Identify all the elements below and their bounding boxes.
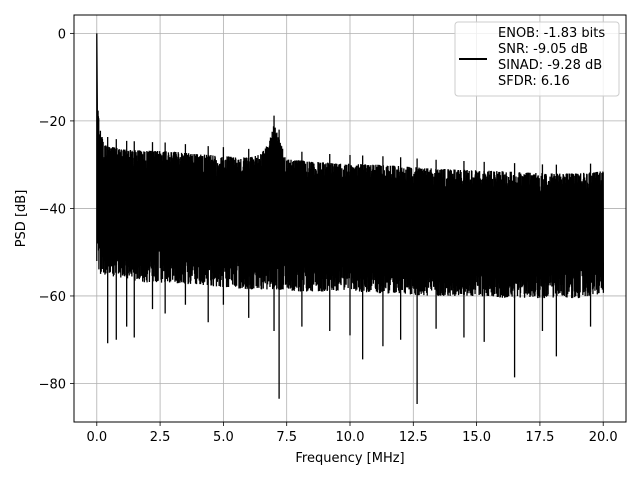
x-tick-label: 5.0	[213, 430, 234, 445]
x-axis-label: Frequency [MHz]	[295, 451, 404, 466]
y-tick-label: −40	[39, 202, 66, 217]
x-tick-label: 7.5	[276, 430, 297, 445]
y-tick-label: 0	[58, 27, 66, 42]
y-axis-label: PSD [dB]	[14, 190, 29, 248]
axis-ticks: 0.0 2.5 5.0 7.5 10.0 12.5 15.0 17.5 20.0 0 −20 −40 −…	[39, 27, 618, 445]
y-tick-label: −60	[39, 290, 66, 305]
legend-label-line: SNR: -9.05 dB	[498, 42, 588, 57]
x-tick-label: 10.0	[336, 430, 365, 445]
legend-box	[454, 21, 620, 97]
x-tick-label: 17.5	[525, 430, 554, 445]
legend: ENOB: -1.83 bits SNR: -9.05 dB SINAD: -9.2…	[454, 21, 620, 97]
x-tick-label: 0.0	[86, 430, 107, 445]
x-tick-label: 20.0	[589, 430, 618, 445]
x-tick-label: 12.5	[399, 430, 428, 445]
y-tick-label: −80	[39, 377, 66, 392]
legend-label-line: ENOB: -1.83 bits	[498, 26, 605, 41]
x-tick-label: 2.5	[150, 430, 171, 445]
legend-label: ENOB: -1.83 bits SNR: -9.05 dB SINAD: -9.2…	[498, 26, 605, 89]
legend-label-line: SINAD: -9.28 dB	[498, 58, 602, 73]
psd-trace	[96, 33, 605, 405]
x-tick-label: 15.0	[462, 430, 491, 445]
legend-label-line: SFDR: 6.16	[498, 74, 570, 89]
y-tick-label: −20	[39, 115, 66, 130]
